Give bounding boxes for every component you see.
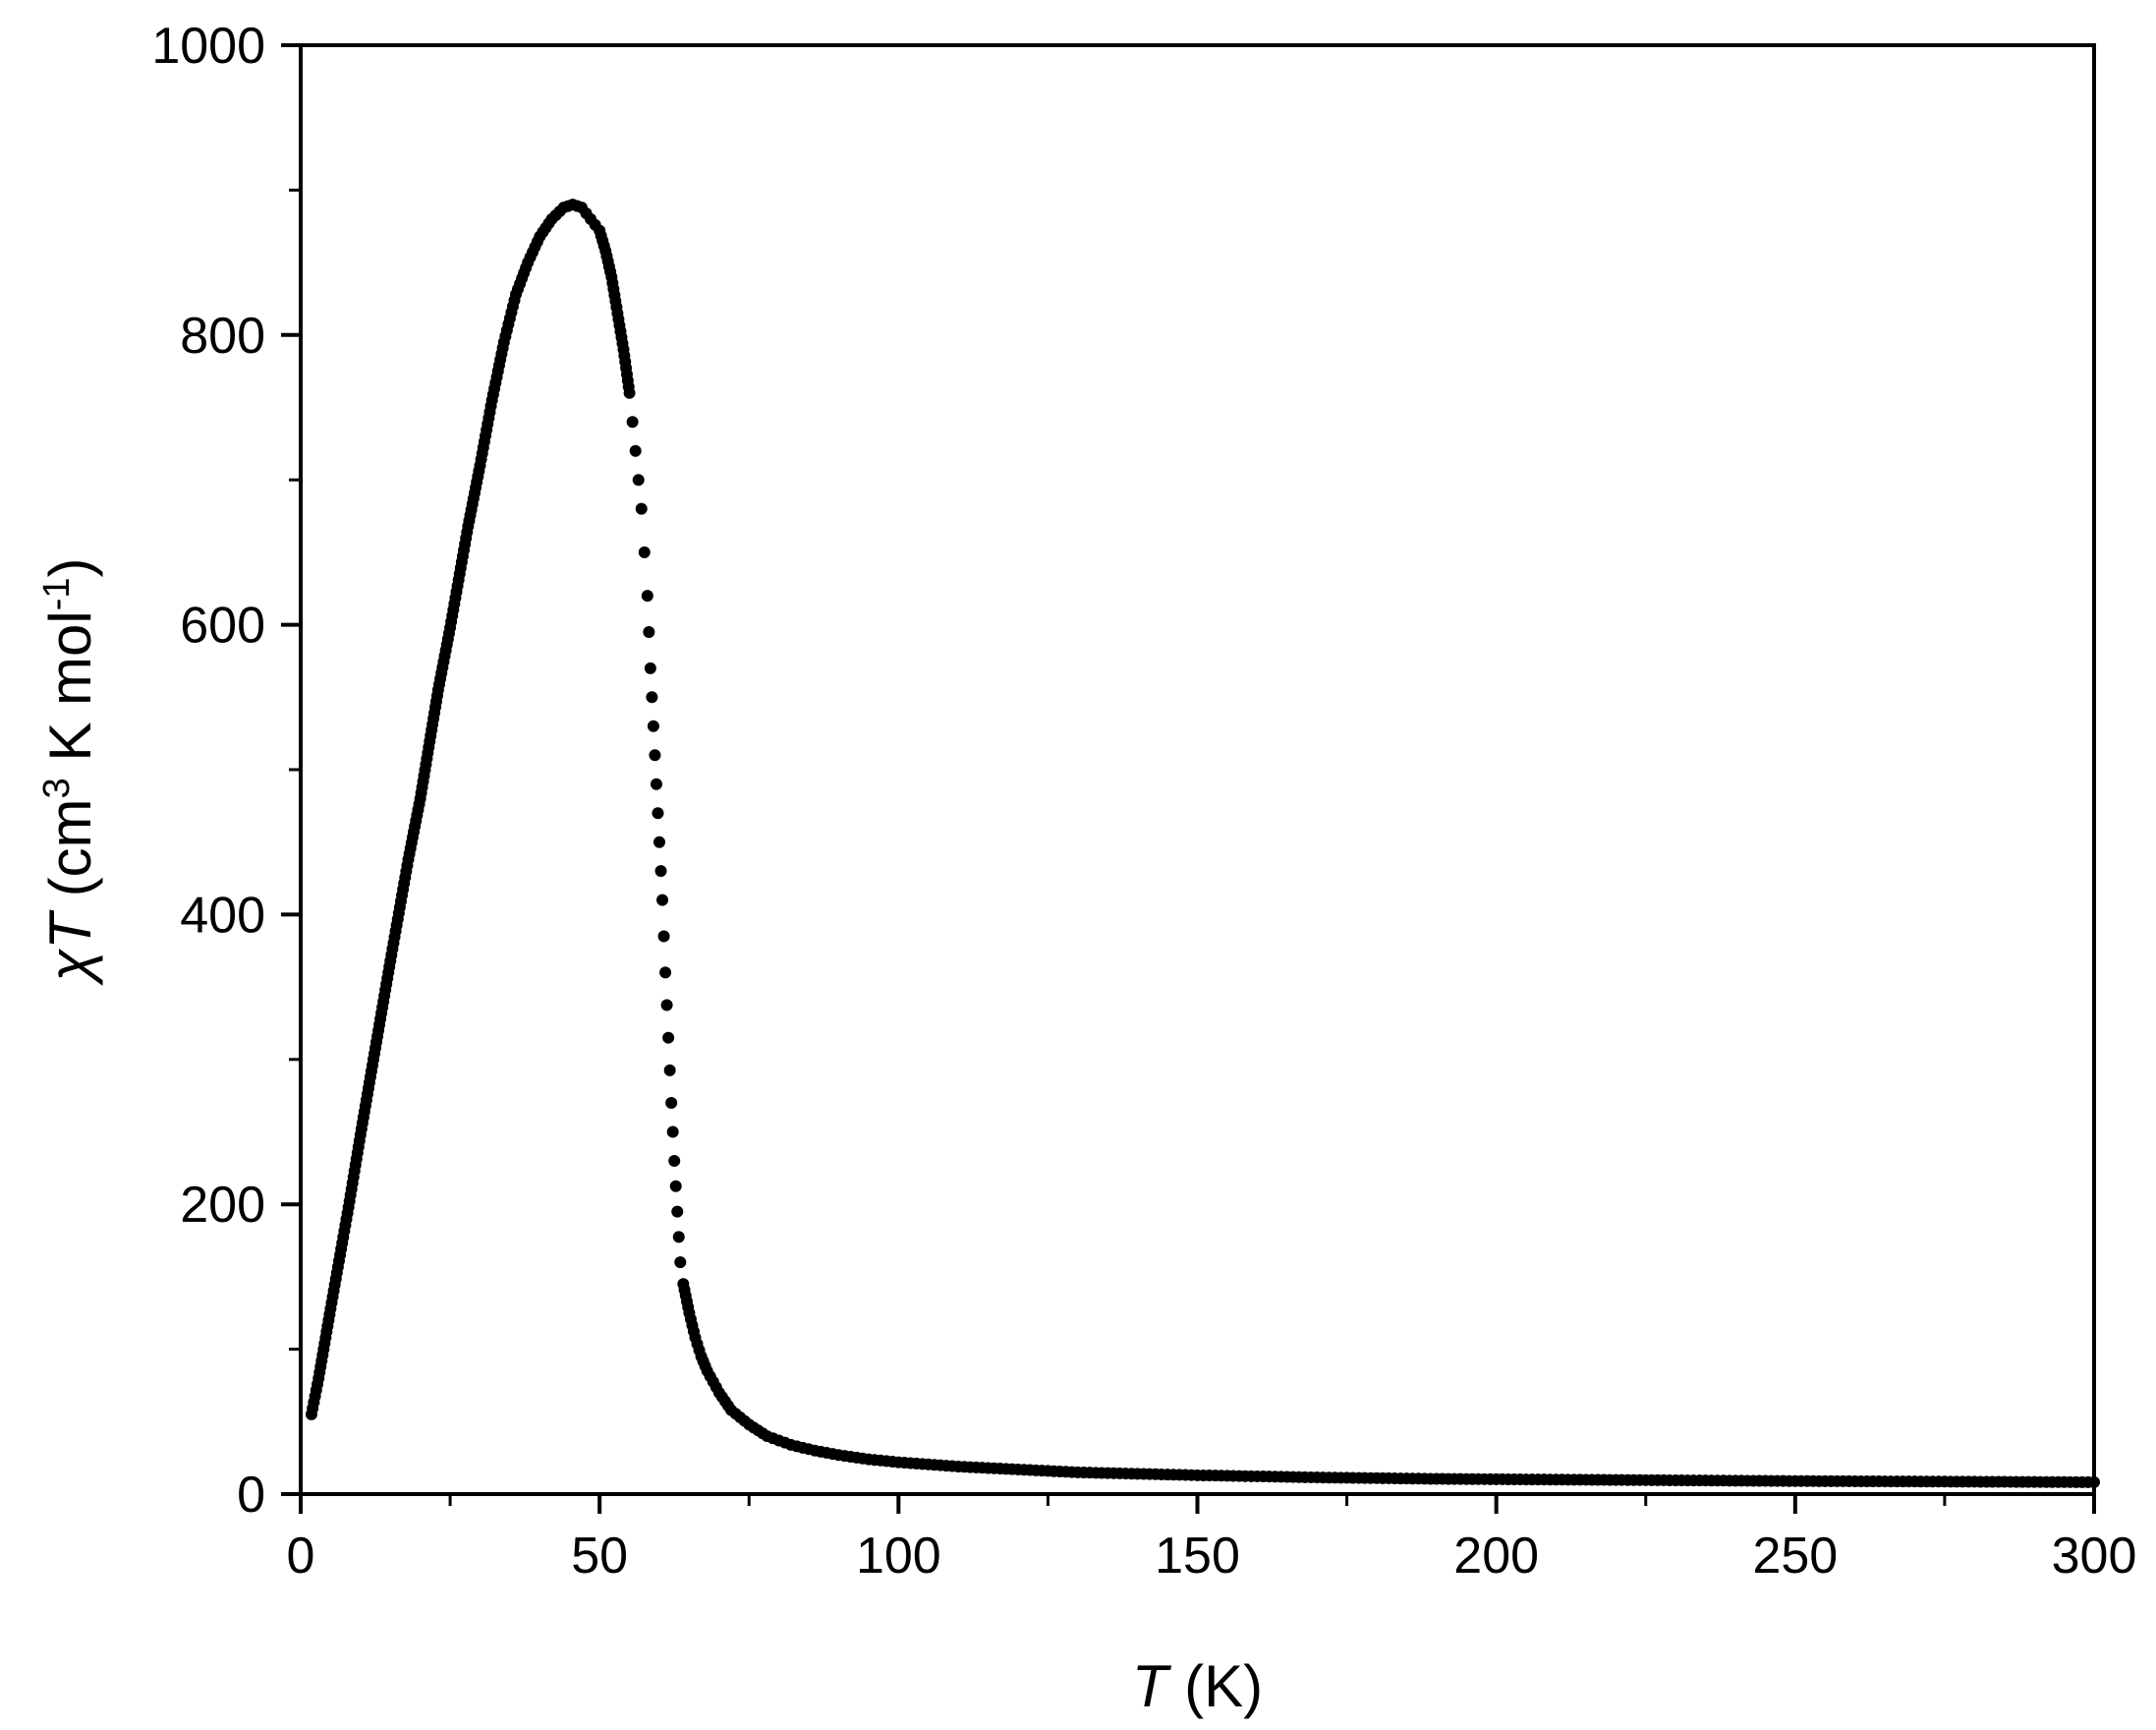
y-axis-superscript-2: -1 bbox=[36, 577, 78, 610]
data-point bbox=[660, 999, 673, 1011]
x-tick-label: 100 bbox=[856, 1528, 941, 1585]
data-point bbox=[671, 1205, 684, 1218]
y-tick-label: 800 bbox=[180, 308, 265, 365]
data-point bbox=[656, 894, 669, 906]
data-point bbox=[643, 625, 655, 638]
y-axis-greek-symbol: χ bbox=[37, 949, 103, 987]
y-axis-title: χT (cm3 K mol-1) bbox=[36, 557, 103, 986]
data-point bbox=[635, 502, 648, 515]
x-tick-label: 300 bbox=[2052, 1528, 2137, 1585]
major-ticks bbox=[281, 43, 2096, 1514]
data-point bbox=[666, 1125, 679, 1138]
data-point bbox=[653, 836, 665, 848]
y-tick-label: 600 bbox=[180, 598, 265, 655]
y-tick-label: 0 bbox=[237, 1467, 265, 1524]
data-point bbox=[657, 930, 670, 943]
data-point bbox=[632, 474, 645, 487]
y-tick-label: 200 bbox=[180, 1177, 265, 1234]
data-point bbox=[638, 546, 651, 558]
data-point bbox=[650, 778, 662, 790]
x-axis-unit: (K) bbox=[1168, 1653, 1264, 1719]
data-point bbox=[662, 1031, 675, 1044]
x-tick-label: 200 bbox=[1453, 1528, 1539, 1585]
data-point bbox=[644, 662, 656, 674]
y-tick-label: 1000 bbox=[151, 18, 265, 75]
x-tick-label: 50 bbox=[571, 1528, 628, 1585]
data-point bbox=[663, 1064, 676, 1076]
data-point bbox=[641, 590, 653, 603]
data-point bbox=[672, 1231, 685, 1243]
data-point bbox=[674, 1256, 687, 1269]
x-axis-title: T (K) bbox=[1132, 1653, 1263, 1719]
data-point bbox=[668, 1154, 681, 1167]
y-axis-unit-part-2: K mol bbox=[37, 610, 103, 778]
x-tick-label: 250 bbox=[1752, 1528, 1838, 1585]
data-point bbox=[659, 966, 672, 979]
data-point bbox=[626, 416, 639, 429]
data-point bbox=[646, 691, 658, 704]
data-point bbox=[629, 444, 642, 457]
data-point bbox=[654, 865, 667, 878]
data-point bbox=[649, 749, 661, 762]
data-point bbox=[669, 1180, 682, 1192]
y-axis-superscript-1: 3 bbox=[36, 778, 78, 798]
tick-labels: 0 50 100 150 200 250 300 0 200 400 600 800 1000 bbox=[151, 18, 2136, 1585]
y-axis-symbol: T bbox=[37, 909, 103, 950]
x-tick-label: 0 bbox=[287, 1528, 315, 1585]
data-point bbox=[665, 1097, 678, 1110]
y-axis-unit-part-1: (cm bbox=[37, 798, 103, 913]
plot-frame bbox=[299, 43, 2096, 1496]
data-points bbox=[305, 199, 2100, 1488]
y-axis-unit-part-3: ) bbox=[37, 557, 103, 577]
x-tick-label: 150 bbox=[1155, 1528, 1240, 1585]
data-point bbox=[647, 720, 659, 732]
data-point bbox=[623, 386, 636, 399]
y-tick-label: 400 bbox=[180, 887, 265, 944]
x-axis-symbol: T bbox=[1132, 1653, 1172, 1719]
minor-ticks bbox=[289, 188, 1947, 1506]
data-point bbox=[652, 807, 664, 820]
